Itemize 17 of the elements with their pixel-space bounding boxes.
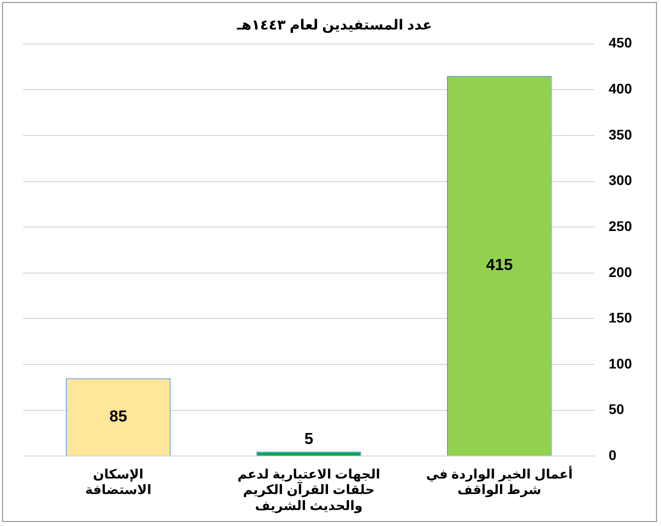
y-tick-label: 100: [608, 355, 632, 372]
y-tick-label: 350: [608, 126, 632, 142]
y-tick-label: 300: [608, 172, 632, 188]
data-label: 415: [486, 257, 513, 274]
y-tick-label: 200: [608, 264, 632, 280]
y-tick-label: 450: [608, 34, 632, 51]
y-tick-label: 0: [608, 447, 617, 464]
data-label: 85: [109, 408, 128, 426]
x-tick-label: أعمال الخير الواردة في شرط الواقف: [426, 466, 573, 498]
x-tick-label: الجهات الاعتبارية لدعم حلقات القرآن الكريم والحديث الشريف: [237, 466, 380, 514]
x-tick-label: الإسكان الاستضافة: [85, 466, 152, 498]
y-tick-label: 400: [608, 80, 632, 96]
data-label: 5: [304, 431, 314, 448]
y-tick-label: 50: [608, 401, 624, 418]
y-tick-label: 250: [608, 218, 632, 234]
y-tick-label: 150: [608, 310, 632, 326]
chart-title: عدد المستفيدين لعام ١٤٤٣هـ: [236, 16, 432, 34]
